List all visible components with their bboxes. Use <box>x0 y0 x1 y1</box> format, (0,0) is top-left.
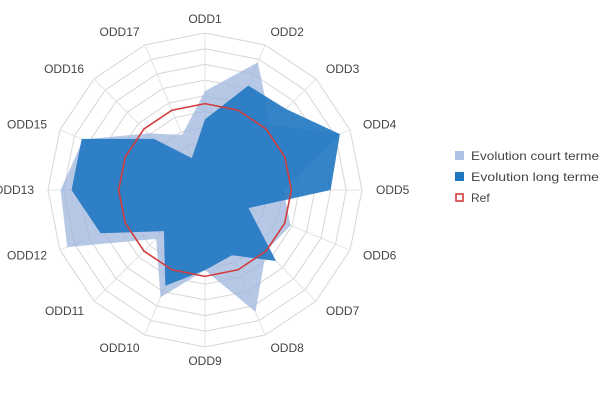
axis-label-odd4: ODD4 <box>363 118 397 132</box>
legend-swatch-evolution-long-terme <box>455 172 464 181</box>
axis-label-odd12: ODD12 <box>7 248 47 262</box>
series-evolution-long-terme-area <box>71 85 340 286</box>
axis-label-odd11: ODD11 <box>45 304 84 318</box>
axis-label-odd3: ODD3 <box>326 62 360 76</box>
axis-label-odd16: ODD16 <box>44 62 84 76</box>
radar-series <box>60 62 340 312</box>
axis-label-odd6: ODD6 <box>363 248 397 262</box>
axis-label-odd10: ODD10 <box>100 341 140 355</box>
axis-label-odd17: ODD17 <box>100 25 140 39</box>
legend-label-evolution-court-terme: Evolution court terme <box>471 149 599 163</box>
axis-label-odd8: ODD8 <box>270 341 304 355</box>
axis-label-odd1: ODD1 <box>188 12 222 26</box>
series-ref-line <box>117 102 293 278</box>
radar-axis-labels: ODD1 ODD2 ODD3 ODD4 ODD5 ODD6 ODD7 ODD8 ODD9 ODD1… <box>0 12 410 368</box>
axis-label-odd2: ODD2 <box>270 25 304 39</box>
legend-label-ref: Ref <box>471 191 490 205</box>
legend-label-evolution-long-terme: Evolution long terme <box>471 170 599 184</box>
axis-label-odd9: ODD9 <box>188 354 222 368</box>
legend-swatch-ref <box>455 193 464 202</box>
axis-label-odd15: ODD15 <box>7 118 47 132</box>
axis-label-odd7: ODD7 <box>326 304 360 318</box>
axis-label-odd5: ODD5 <box>376 183 410 197</box>
chart-legend: Evolution court terme Evolution long term… <box>455 149 599 205</box>
legend-swatch-evolution-court-terme <box>455 151 464 160</box>
axis-label-odd13: ODD13 <box>0 183 34 197</box>
